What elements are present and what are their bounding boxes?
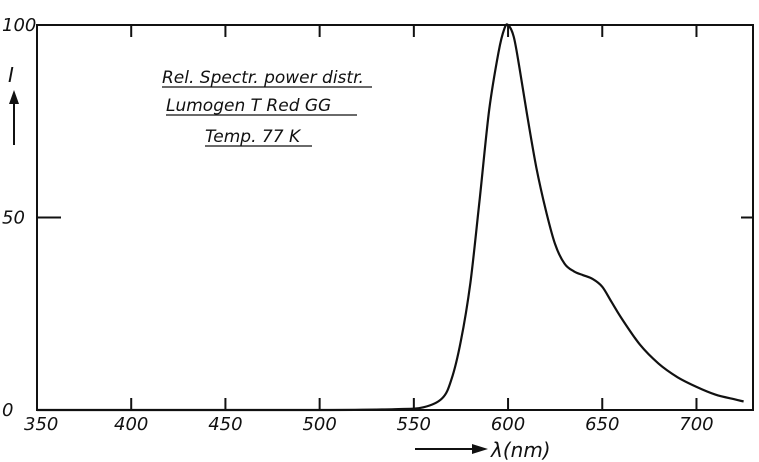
- y-axis-label: I: [8, 63, 14, 87]
- x-tick-label: 400: [114, 414, 148, 435]
- x-axis-ticks: 350 400 450 500 550 600 650 700: [24, 25, 714, 435]
- y-tick-label: 0: [2, 400, 13, 421]
- annotation-line-2: Lumogen T Red GG: [166, 96, 331, 116]
- series-line: [37, 23, 744, 412]
- y-axis-arrow-icon: [9, 90, 19, 145]
- x-tick-label: 500: [302, 414, 336, 435]
- x-tick-label: 550: [397, 414, 431, 435]
- x-tick-label: 650: [585, 414, 619, 435]
- annotation-line-1: Rel. Spectr. power distr.: [162, 68, 364, 88]
- y-tick-label: 100: [2, 15, 36, 36]
- y-axis-ticks: 0 50 100: [2, 15, 753, 421]
- x-tick-label: 350: [24, 414, 58, 435]
- x-axis-arrow-icon: [415, 444, 488, 454]
- x-tick-label: 450: [208, 414, 242, 435]
- y-tick-label: 50: [2, 208, 25, 229]
- x-tick-label: 700: [679, 414, 713, 435]
- x-axis-label: λ(nm): [490, 438, 551, 462]
- annotation-line-3: Temp. 77 K: [205, 127, 302, 147]
- x-tick-label: 600: [491, 414, 525, 435]
